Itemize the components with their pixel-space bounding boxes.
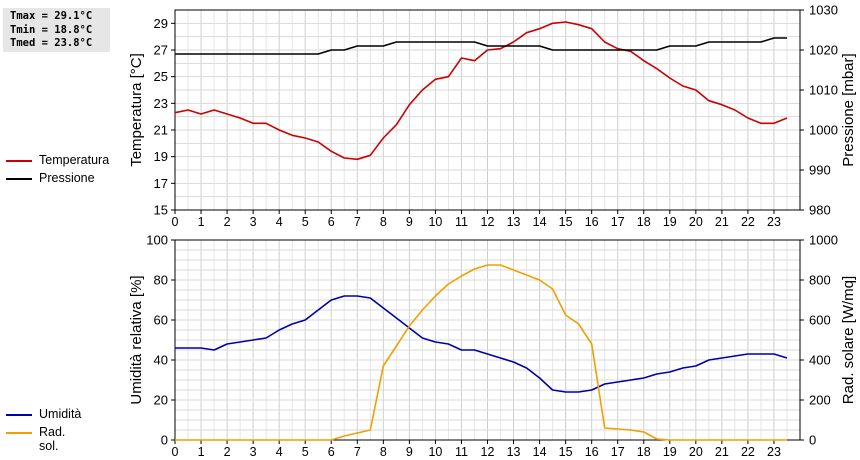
panel0-y2-tick-label: 1000 [809,123,838,138]
panel0-x-tick-label: 5 [302,215,309,229]
panel1-series-line-umidit- [175,295,788,393]
legend-swatch-temperatura [6,160,32,162]
panel1-x-tick-label: 23 [767,445,781,459]
legend-swatch-pressione [6,178,32,180]
panel0-x-tick-label: 10 [428,215,442,229]
panel1-x-tick-label: 14 [533,445,547,459]
panel0-x-tick-label: 1 [198,215,205,229]
tmed-stat: Tmed = 23.8°C [10,37,93,49]
panel1-y-tick-label: 60 [154,313,168,328]
panel0-y-tick-label: 17 [154,176,168,191]
panel1-x-tick-label: 11 [455,445,468,459]
panel1-y2-tick-label: 800 [809,273,831,288]
panel1-x-tick-label: 15 [559,445,573,459]
panel1-x-tick-label: 4 [276,445,283,459]
panel1-y-tick-label: 80 [154,273,168,288]
panel0-x-tick-label: 23 [767,215,781,229]
panel0-y-tick-label: 23 [154,96,168,111]
panel0-y-tick-label: 29 [154,16,168,31]
panel1-x-tick-label: 0 [172,445,179,459]
panel0-y-tick-label: 19 [154,149,168,164]
panel1-y-axis-label: Umidità relativa [%] [128,275,145,404]
panel0-x-tick-label: 3 [250,215,257,229]
panel1-x-tick-label: 10 [428,445,442,459]
panel1-x-tick-label: 13 [507,445,521,459]
panel1-x-tick-label: 17 [611,445,625,459]
legend-swatch-umidita [6,414,32,416]
panel1-y2-tick-label: 400 [809,353,831,368]
panel0-x-tick-label: 18 [637,215,651,229]
panel0-x-tick-label: 6 [328,215,335,229]
panel0-x-tick-label: 22 [741,215,755,229]
panel1-y-tick-label: 40 [154,353,168,368]
legend-label-pressione: Pressione [39,171,95,185]
panel0-x-tick-label: 12 [481,215,495,229]
panel1-x-tick-label: 5 [302,445,309,459]
panel0-x-tick-label: 17 [611,215,625,229]
panel0-series-line-temperatura [174,21,788,161]
panel0-x-tick-label: 14 [533,215,547,229]
panel0-y-tick-label: 15 [154,203,168,218]
panel1-x-tick-label: 12 [481,445,495,459]
panel1-x-tick-label: 8 [380,445,387,459]
panel0-x-tick-label: 19 [663,215,677,229]
panel1-x-tick-label: 21 [715,445,729,459]
panel1-y2-tick-label: 600 [809,313,831,328]
panel1-x-tick-label: 9 [406,445,413,459]
panel1-y-tick-label: 20 [154,393,168,408]
panel0-x-tick-label: 11 [455,215,468,229]
panel0-x-tick-label: 15 [559,215,573,229]
panel0-y2-tick-label: 980 [809,203,831,218]
panel0-x-tick-label: 16 [585,215,599,229]
panel1-series-line-rad-sol- [175,264,787,441]
panel0-x-tick-label: 2 [224,215,231,229]
panel0-y-tick-label: 25 [154,69,168,84]
panel1-x-tick-label: 20 [689,445,703,459]
panel1-y2-axis-label: Rad. solare [W/mq] [840,276,857,404]
legend-label-umidita: Umidità [39,407,82,421]
panel0-series-line-pressione [175,37,787,55]
panel1-y-tick-label: 0 [161,433,168,448]
panel1-x-tick-label: 18 [637,445,651,459]
panel0-y-tick-label: 21 [154,123,168,138]
tmin-stat: Tmin = 18.8°C [10,23,93,36]
panel1-x-tick-label: 2 [224,445,231,459]
panel0-y2-tick-label: 990 [809,163,831,178]
panel1-x-tick-label: 1 [198,445,205,459]
legend-swatch-radsol [6,432,32,434]
panel1-y2-tick-label: 0 [809,433,816,448]
panel0-x-tick-label: 4 [276,215,283,229]
panel0-x-tick-label: 0 [172,215,179,229]
panel0-x-tick-label: 20 [689,215,703,229]
panel1-x-tick-label: 3 [250,445,257,459]
panel0-x-tick-label: 9 [406,215,413,229]
legend-label-radsol: Rad. sol. [39,425,66,453]
panel1-y-tick-label: 100 [146,233,168,248]
panel1-x-tick-label: 6 [328,445,335,459]
panel1-x-tick-label: 19 [663,445,677,459]
panel0-y2-tick-label: 1020 [809,43,838,58]
panel0-y2-axis-label: Pressione [mbar] [840,53,857,166]
panel0-x-tick-label: 13 [507,215,521,229]
panel1-x-tick-label: 22 [741,445,755,459]
panel1-y2-tick-label: 200 [809,393,831,408]
panel1-y2-tick-label: 1000 [809,233,838,248]
panel1-x-tick-label: 7 [354,445,361,459]
panel0-y2-tick-label: 1010 [809,83,838,98]
panel0-y-tick-label: 27 [154,43,168,58]
panel0-y-axis-label: Temperatura [°C] [128,53,145,167]
panel1-x-tick-label: 16 [585,445,599,459]
panel0-x-tick-label: 21 [715,215,729,229]
legend-label-temperatura: Temperatura [39,153,110,167]
panel0-x-tick-label: 8 [380,215,387,229]
tmax-stat: Tmax = 29.1°C [10,10,93,22]
panel0-y2-tick-label: 1030 [809,3,838,18]
stats-box: Tmax = 29.1°C Tmin = 18.8°C Tmed = 23.8°… [3,8,110,52]
panel0-x-tick-label: 7 [354,215,361,229]
